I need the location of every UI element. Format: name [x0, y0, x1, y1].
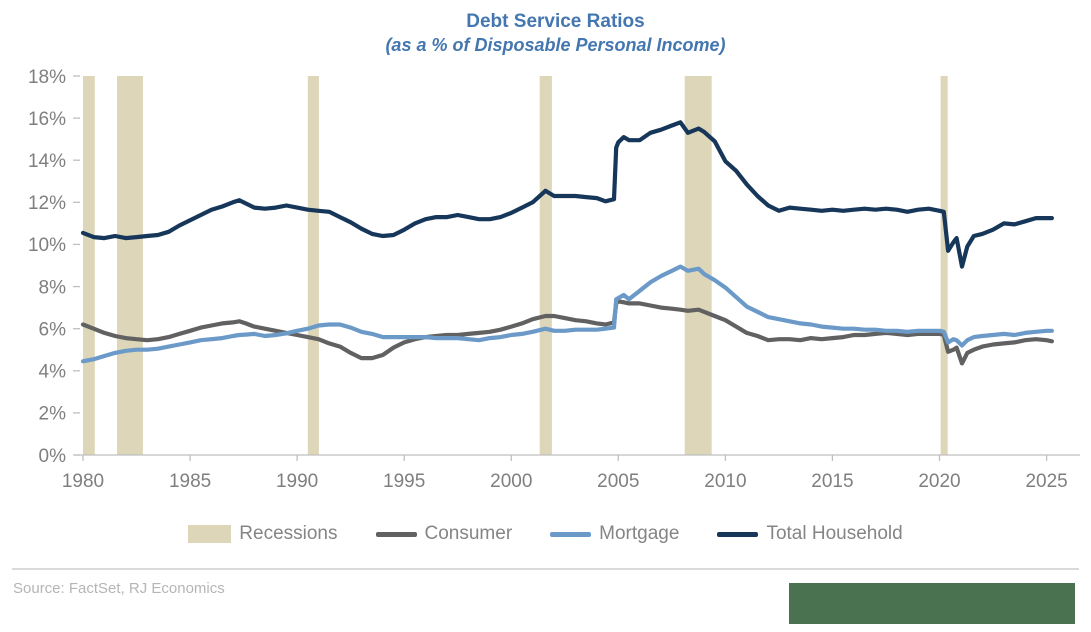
- x-axis-tick-label: 1980: [62, 471, 104, 492]
- title-block: Debt Service Ratios (as a % of Disposabl…: [20, 10, 1091, 56]
- consumer-line-icon: [375, 531, 417, 537]
- legend-label-mortgage: Mortgage: [599, 523, 680, 544]
- y-axis-tick-label: 18%: [28, 67, 66, 88]
- recessions-swatch-icon: [188, 525, 232, 543]
- chart-subtitle: (as a % of Disposable Personal Income): [385, 34, 726, 55]
- plot-area: 1980 1985 1990 1995 2000 2005 2010 2015 2020 2025…: [28, 67, 1080, 492]
- recession-band: [117, 76, 143, 455]
- footer-divider: [12, 568, 1079, 570]
- legend-item-mortgage: Mortgage: [550, 523, 679, 545]
- chart-title: Debt Service Ratios: [466, 11, 645, 32]
- recession-band: [539, 76, 552, 455]
- x-axis-tick-label: 1995: [383, 471, 425, 492]
- source-attribution: Source: FactSet, RJ Economics: [13, 580, 225, 597]
- y-axis-tick-label: 4%: [39, 362, 67, 383]
- x-axis-tick-label: 2015: [811, 471, 853, 492]
- legend-label-consumer: Consumer: [424, 523, 513, 544]
- recession-band: [307, 76, 319, 455]
- legend-item-recessions: Recessions: [188, 523, 338, 545]
- y-axis-tick-label: 12%: [28, 193, 66, 214]
- series-line-total-household: [80, 120, 1055, 269]
- x-axis-tick-label: 2010: [704, 471, 746, 492]
- recession-band: [940, 76, 948, 455]
- legend-label-recessions: Recessions: [239, 523, 338, 544]
- legend-item-total-household: Total Household: [717, 523, 903, 545]
- y-axis-tick-label: 16%: [28, 109, 66, 130]
- x-axis-tick-label: 1985: [169, 471, 211, 492]
- mortgage-line-icon: [550, 531, 592, 537]
- x-axis-tick-label: 2020: [918, 471, 960, 492]
- series-line-mortgage: [80, 264, 1055, 364]
- y-axis-tick-label: 6%: [39, 320, 67, 341]
- logo-placeholder-box: [789, 583, 1075, 624]
- total-household-line-icon: [717, 531, 759, 537]
- x-axis-tick-label: 1990: [276, 471, 318, 492]
- legend: Recessions Consumer Mortgage Total House…: [0, 523, 1091, 545]
- x-axis-tick-label: 2005: [597, 471, 639, 492]
- x-axis-tick-label: 2025: [1025, 471, 1067, 492]
- y-axis-tick-label: 10%: [28, 235, 66, 256]
- series-line-consumer: [80, 299, 1055, 366]
- y-axis-tick-label: 14%: [28, 151, 66, 172]
- legend-label-total-household: Total Household: [766, 523, 903, 544]
- y-axis-tick-label: 8%: [39, 277, 67, 298]
- y-axis-tick-label: 0%: [39, 446, 67, 467]
- recession-band: [83, 76, 95, 455]
- y-axis-tick-label: 2%: [39, 404, 67, 425]
- x-axis-tick-label: 2000: [490, 471, 532, 492]
- recession-band: [684, 76, 712, 455]
- legend-item-consumer: Consumer: [375, 523, 513, 545]
